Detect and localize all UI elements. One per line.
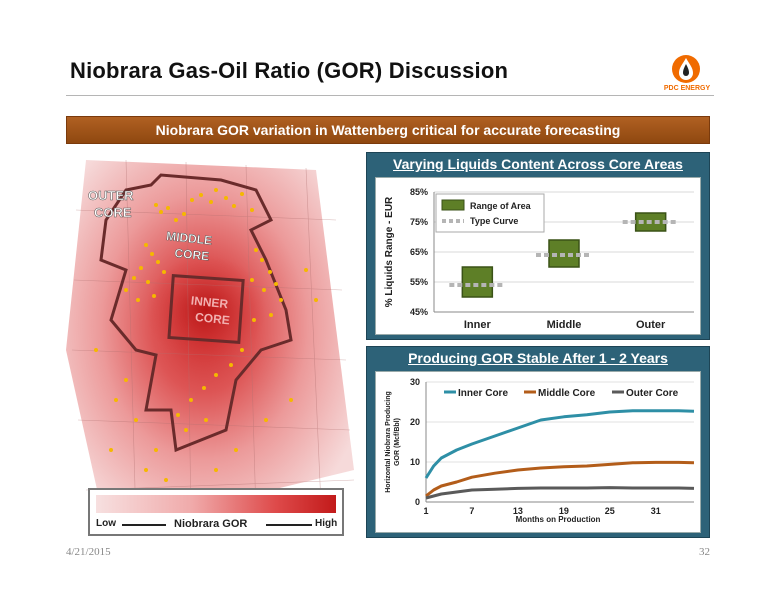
liquids-range-chart: 85% 75% 65% 55% 45% % Liquids Range - EUR Inne… bbox=[384, 187, 694, 331]
map-color-legend: Low Niobrara GOR High bbox=[88, 488, 344, 536]
y-tick-label: 0 bbox=[415, 497, 420, 507]
liquids-chart-title: Varying Liquids Content Across Core Area… bbox=[393, 156, 683, 172]
y-axis-label: Horizontal Niobrara Producing GOR (Mcf/Bb… bbox=[385, 391, 401, 493]
x-category-label: Outer bbox=[636, 319, 666, 331]
legend-label-inner-core: Inner Core bbox=[458, 388, 508, 399]
y-axis-label-line: Horizontal Niobrara Producing bbox=[385, 391, 392, 493]
series-line-inner-core bbox=[424, 409, 695, 479]
logo-text: PDC ENERGY bbox=[663, 85, 711, 92]
y-tick-label: 55% bbox=[410, 277, 428, 287]
legend-type-curve-label: Type Curve bbox=[470, 216, 518, 226]
x-tick-label: 25 bbox=[605, 506, 615, 516]
y-tick-label: 45% bbox=[410, 307, 428, 317]
y-tick-label: 75% bbox=[410, 217, 428, 227]
flame-drop-icon bbox=[672, 55, 700, 83]
inner-core-boundary bbox=[167, 274, 245, 344]
middle-core-label: MIDDLECORE bbox=[164, 229, 213, 264]
middle-core-boundary bbox=[99, 173, 293, 453]
slide-title: Niobrara Gas-Oil Ratio (GOR) Discussion bbox=[70, 58, 509, 83]
legend-label-outer-core: Outer Core bbox=[626, 388, 679, 399]
legend-title: Niobrara GOR bbox=[174, 518, 248, 530]
liquids-chart-panel: Varying Liquids Content Across Core Area… bbox=[366, 152, 710, 340]
series-line-middle-core bbox=[425, 460, 695, 498]
y-axis-label: % Liquids Range - EUR bbox=[384, 196, 395, 307]
x-category-label: Middle bbox=[547, 319, 582, 331]
gor-chart-title: Producing GOR Stable After 1 - 2 Years bbox=[408, 350, 668, 366]
legend-range-swatch bbox=[441, 199, 465, 211]
legend-high-label: High bbox=[315, 518, 338, 529]
outer-core-label: OUTER CORE bbox=[88, 188, 134, 220]
slide-date: 4/21/2015 bbox=[66, 546, 111, 558]
gor-chart-panel: Producing GOR Stable After 1 - 2 Years 0… bbox=[366, 346, 710, 538]
well-points bbox=[94, 188, 318, 482]
legend-line-left bbox=[122, 524, 166, 526]
y-tick-label: 30 bbox=[410, 377, 420, 387]
series-line-outer-core bbox=[425, 486, 695, 500]
legend-low-label: Low bbox=[96, 518, 116, 529]
x-tick-label: 31 bbox=[651, 506, 661, 516]
range-bar-inner bbox=[461, 266, 494, 298]
title-divider bbox=[66, 95, 714, 96]
y-tick-label: 10 bbox=[410, 457, 420, 467]
legend-range-label: Range of Area bbox=[470, 201, 532, 211]
x-tick-label: 1 bbox=[423, 506, 428, 516]
legend-label-middle-core: Middle Core bbox=[538, 388, 596, 399]
gor-gradient-bar bbox=[96, 495, 336, 513]
y-tick-label: 65% bbox=[410, 247, 428, 257]
x-axis-label: Months on Production bbox=[516, 515, 601, 524]
inner-core-label: INNERCORE bbox=[189, 293, 233, 327]
x-category-label: Inner bbox=[464, 319, 492, 331]
x-tick-label: 13 bbox=[513, 506, 523, 516]
pdc-energy-logo: PDC ENERGY bbox=[660, 54, 712, 94]
legend-line-right bbox=[266, 524, 312, 526]
producing-gor-chart: 0 10 20 30 1 7 13 19 25 31 Months on Production Hor… bbox=[385, 377, 695, 524]
y-axis-label-line: GOR (Mcf/Bbl) bbox=[394, 418, 401, 466]
y-tick-label: 20 bbox=[410, 417, 420, 427]
y-tick-label: 85% bbox=[410, 187, 428, 197]
slide-page-number: 32 bbox=[699, 546, 710, 558]
x-tick-label: 7 bbox=[469, 506, 474, 516]
gor-heat-map: OUTER CORE MIDDLECORE INNERCORE bbox=[66, 150, 358, 538]
chart-legend: Range of Area Type Curve bbox=[435, 193, 545, 233]
x-tick-label: 19 bbox=[559, 506, 569, 516]
headline-banner: Niobrara GOR variation in Wattenberg cri… bbox=[66, 116, 710, 144]
